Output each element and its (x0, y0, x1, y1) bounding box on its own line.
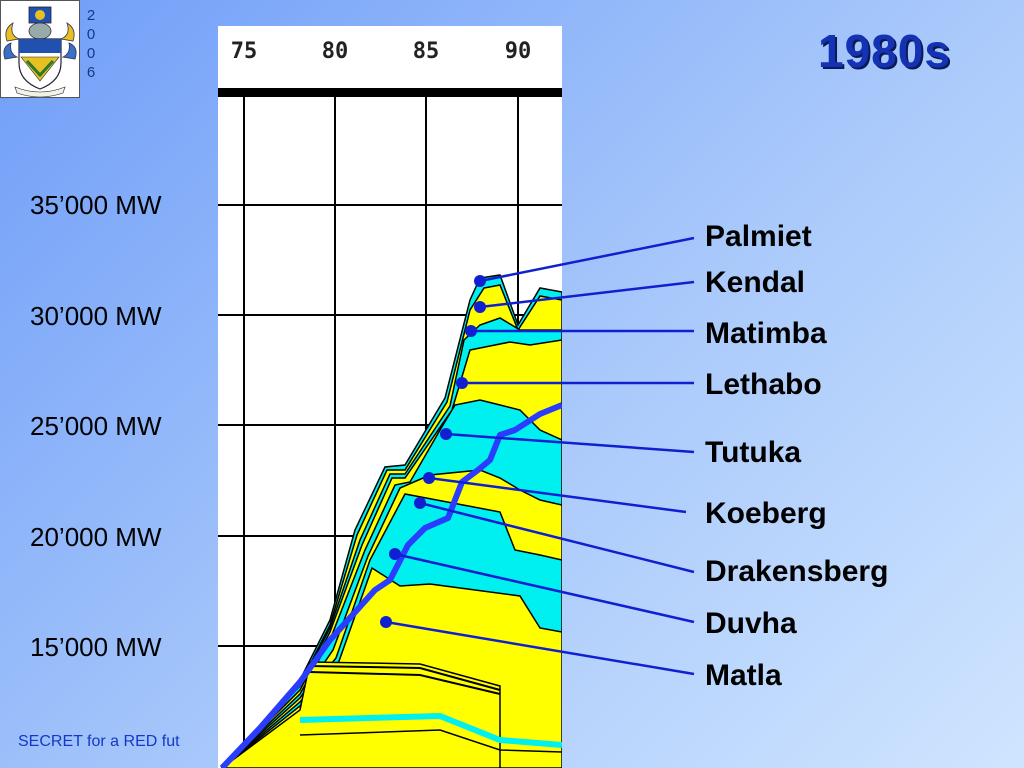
x-tick-label: 90 (505, 39, 532, 64)
y-tick-label: 30’000 MW (30, 301, 162, 331)
leader-line-koeberg (428, 476, 687, 514)
band-edge (299, 712, 562, 748)
leader-line-kendal (479, 280, 695, 309)
marker-lethabo (456, 377, 468, 389)
year-digit: 6 (86, 64, 96, 81)
x-tick-label: 75 (231, 39, 258, 64)
y-tick-label: 15’000 MW (30, 632, 162, 662)
station-label-drakensberg: Drakensberg (705, 555, 889, 588)
y-tick-label: 25’000 MW (30, 411, 162, 441)
station-label-lethabo: Lethabo (705, 368, 822, 401)
marker-tutuka (440, 428, 452, 440)
leader-line-drakensberg (419, 501, 695, 574)
y-tick-label: 20’000 MW (30, 522, 162, 552)
marker-matimba (465, 325, 477, 337)
band-edge (309, 665, 501, 691)
station-label-tutuka: Tutuka (705, 436, 802, 469)
year-digit: 0 (86, 45, 96, 62)
marker-duvha (389, 548, 401, 560)
year-digit: 0 (86, 26, 96, 43)
band-matla (220, 661, 501, 768)
station-label-kendal: Kendal (705, 266, 806, 299)
footer-text: SECRET for a RED fut (18, 733, 180, 750)
x-tick-label: 85 (413, 39, 440, 64)
demand-line (219, 402, 562, 768)
leader-line-tutuka (445, 432, 695, 454)
logo (0, 0, 80, 98)
year-digit: 2 (86, 7, 96, 24)
station-label-palmiet: Palmiet (705, 220, 812, 253)
marker-drakensberg (414, 497, 426, 509)
y-tick-label: 35’000 MW (30, 190, 162, 220)
band-edge (299, 729, 562, 753)
coat-of-arms-icon (3, 6, 77, 98)
station-label-matla: Matla (705, 659, 782, 692)
year-digits: 2 0 0 6 (84, 6, 98, 82)
band-edge (309, 671, 501, 695)
leader-line-palmiet (479, 236, 695, 283)
marker-koeberg (423, 472, 435, 484)
station-label-matimba: Matimba (705, 317, 827, 350)
x-axis-bar (218, 88, 562, 97)
marker-palmiet (474, 275, 486, 287)
x-tick-label: 80 (322, 39, 349, 64)
station-label-duvha: Duvha (705, 607, 797, 640)
leader-line-matla (385, 620, 695, 676)
marker-matla (380, 616, 392, 628)
station-label-koeberg: Koeberg (705, 497, 827, 530)
leader-line-duvha (394, 552, 695, 624)
slide-title: 1980s (818, 25, 951, 77)
marker-kendal (474, 301, 486, 313)
